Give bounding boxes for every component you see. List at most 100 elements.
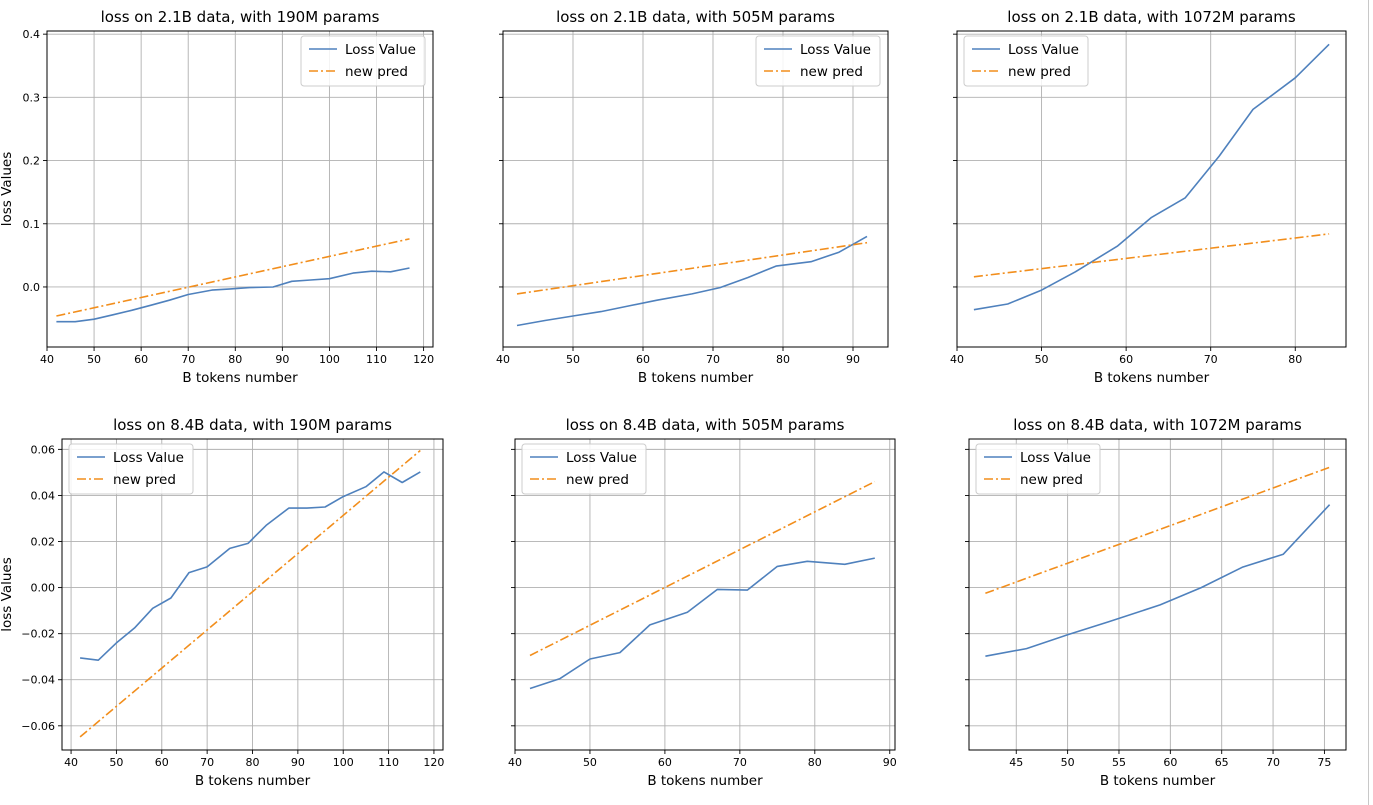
x-tick-label: 120 bbox=[413, 353, 434, 366]
x-tick-label: 50 bbox=[109, 756, 123, 769]
x-tick-label: 40 bbox=[508, 756, 522, 769]
x-tick-label: 100 bbox=[333, 756, 354, 769]
x-tick-label: 70 bbox=[733, 756, 747, 769]
y-tick-label: 0.0 bbox=[23, 281, 41, 294]
x-tick-label: 40 bbox=[950, 353, 964, 366]
legend: Loss Value new pred bbox=[975, 443, 1101, 495]
legend: Loss Value new pred bbox=[521, 443, 647, 495]
legend-loss-label: Loss Value bbox=[113, 450, 184, 466]
x-axis-label: B tokens number bbox=[195, 773, 311, 789]
new-pred-line bbox=[973, 233, 1330, 278]
x-tick-label: 50 bbox=[1061, 756, 1075, 769]
new-pred-line bbox=[985, 466, 1330, 595]
y-tick-label: −0.02 bbox=[21, 628, 55, 641]
x-tick-label: 70 bbox=[1204, 353, 1218, 366]
legend-pred-label: new pred bbox=[1020, 472, 1083, 488]
y-tick-label: −0.06 bbox=[21, 720, 55, 733]
x-tick-label: 40 bbox=[496, 353, 510, 366]
x-axis-label: B tokens number bbox=[638, 370, 754, 386]
x-tick-label: 45 bbox=[1009, 756, 1023, 769]
x-tick-label: 110 bbox=[378, 756, 399, 769]
loss-value-line bbox=[529, 557, 875, 690]
x-tick-label: 110 bbox=[366, 353, 387, 366]
legend: Loss Value new pred bbox=[963, 35, 1089, 87]
new-pred-line bbox=[516, 241, 868, 295]
y-tick-label: 0.06 bbox=[31, 443, 56, 456]
subplot-title: loss on 8.4B data, with 505M params bbox=[566, 416, 845, 434]
y-axis-label: loss Values bbox=[0, 152, 15, 226]
new-pred-line bbox=[529, 480, 876, 657]
y-tick-label: 0.2 bbox=[23, 155, 41, 168]
x-tick-label: 70 bbox=[200, 756, 214, 769]
x-tick-label: 80 bbox=[776, 353, 790, 366]
x-tick-label: 70 bbox=[1266, 756, 1280, 769]
x-tick-label: 80 bbox=[246, 756, 260, 769]
legend-pred-label: new pred bbox=[1008, 64, 1071, 80]
x-tick-label: 60 bbox=[1163, 756, 1177, 769]
legend-loss-label: Loss Value bbox=[800, 42, 871, 58]
x-axis-label: B tokens number bbox=[1094, 370, 1210, 386]
x-tick-label: 55 bbox=[1112, 756, 1126, 769]
subplot-title: loss on 8.4B data, with 190M params bbox=[113, 416, 392, 434]
x-tick-label: 60 bbox=[134, 353, 148, 366]
y-tick-label: 0.4 bbox=[23, 28, 41, 41]
legend-loss-label: Loss Value bbox=[345, 42, 416, 58]
x-tick-label: 50 bbox=[583, 756, 597, 769]
x-tick-label: 120 bbox=[423, 756, 444, 769]
x-tick-label: 80 bbox=[228, 353, 242, 366]
x-tick-label: 65 bbox=[1215, 756, 1229, 769]
subplot-6: 45 50 55 60 65 70 75 loss on 8.4B data, with 10… bbox=[965, 416, 1347, 789]
x-tick-label: 100 bbox=[319, 353, 340, 366]
x-tick-label: 80 bbox=[1288, 353, 1302, 366]
subplot-2: 40 50 60 70 80 90 loss on 2.1B data, with 505M… bbox=[496, 8, 889, 386]
x-tick-label: 40 bbox=[64, 756, 78, 769]
x-tick-label: 50 bbox=[1035, 353, 1049, 366]
loss-value-line bbox=[516, 235, 868, 327]
legend-pred-label: new pred bbox=[345, 64, 408, 80]
legend: Loss Value new pred bbox=[755, 35, 881, 87]
y-tick-label: 0.1 bbox=[23, 218, 41, 231]
y-tick-label: 0.04 bbox=[31, 489, 56, 502]
y-tick-label: 0.00 bbox=[31, 582, 56, 595]
x-tick-label: 50 bbox=[87, 353, 101, 366]
legend-loss-label: Loss Value bbox=[566, 450, 637, 466]
x-tick-label: 90 bbox=[275, 353, 289, 366]
legend: Loss Value new pred bbox=[68, 443, 194, 495]
x-tick-label: 60 bbox=[1119, 353, 1133, 366]
y-axis-label: loss Values bbox=[0, 557, 15, 631]
new-pred-line bbox=[56, 238, 410, 317]
subplot-3: 40 50 60 70 80 loss on 2.1B data, with 1072M … bbox=[950, 8, 1347, 386]
x-tick-label: 50 bbox=[566, 353, 580, 366]
y-tick-label: 0.02 bbox=[31, 536, 56, 549]
axes-frame bbox=[46, 30, 434, 348]
x-axis-label: B tokens number bbox=[182, 370, 298, 386]
x-tick-label: 90 bbox=[846, 353, 860, 366]
legend-loss-label: Loss Value bbox=[1008, 42, 1079, 58]
axes-frame bbox=[502, 30, 889, 348]
legend: Loss Value new pred bbox=[300, 35, 426, 87]
subplot-title: loss on 8.4B data, with 1072M params bbox=[1013, 416, 1302, 434]
x-tick-label: 90 bbox=[883, 756, 897, 769]
x-tick-label: 90 bbox=[291, 756, 305, 769]
loss-value-line bbox=[985, 504, 1331, 657]
x-tick-label: 60 bbox=[155, 756, 169, 769]
x-tick-label: 40 bbox=[40, 353, 54, 366]
axes-frame bbox=[956, 30, 1347, 348]
subplot-5: 40 50 60 70 80 90 loss on 8.4B data, with 505M… bbox=[508, 416, 897, 789]
legend-pred-label: new pred bbox=[566, 472, 629, 488]
x-tick-label: 80 bbox=[808, 756, 822, 769]
loss-value-line bbox=[973, 43, 1330, 311]
subplot-title: loss on 2.1B data, with 190M params bbox=[101, 8, 380, 26]
x-tick-label: 75 bbox=[1317, 756, 1331, 769]
axes-frame bbox=[968, 438, 1347, 751]
x-tick-label: 70 bbox=[181, 353, 195, 366]
x-axis-label: B tokens number bbox=[1100, 773, 1216, 789]
subplot-4: 40 50 60 70 80 90 100 110 120 −0.06 −0.04 −0.02 0.00… bbox=[0, 416, 444, 789]
legend-loss-label: Loss Value bbox=[1020, 450, 1091, 466]
legend-pred-label: new pred bbox=[800, 64, 863, 80]
x-tick-label: 60 bbox=[658, 756, 672, 769]
axes-frame bbox=[514, 438, 896, 751]
y-tick-label: −0.04 bbox=[21, 674, 55, 687]
y-tick-label: 0.3 bbox=[23, 91, 41, 104]
